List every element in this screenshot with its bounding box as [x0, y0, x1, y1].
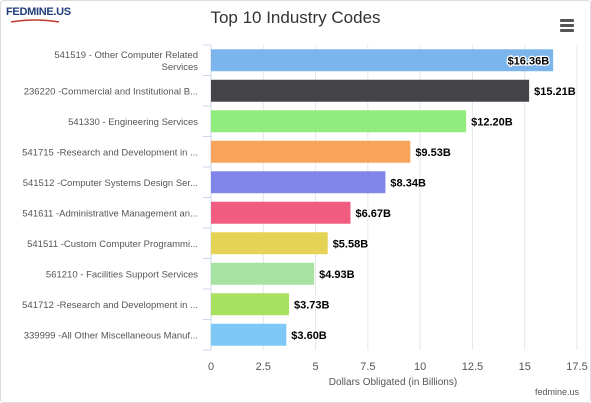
x-tick-label: 17.5 — [566, 361, 587, 373]
hamburger-menu-icon[interactable] — [556, 14, 578, 36]
data-label: $15.21B — [534, 86, 576, 98]
logo-swoosh-icon — [10, 19, 60, 23]
category-label: 541512 -Computer Systems Design Ser... — [23, 178, 198, 189]
bar — [211, 171, 386, 194]
data-label: $3.60B — [291, 330, 327, 342]
x-tick-label: 10 — [414, 361, 426, 373]
data-label: $3.73B — [294, 299, 330, 311]
category-label: 561210 - Facilities Support Services — [46, 269, 198, 280]
credit-text: fedmine.us — [534, 387, 579, 397]
data-label: $6.67B — [355, 208, 391, 220]
bar — [211, 49, 554, 72]
bar — [211, 201, 351, 224]
category-label: 339999 -All Other Miscellaneous Manuf... — [24, 330, 198, 341]
category-label: Services — [162, 62, 199, 73]
data-label: $9.53B — [415, 147, 451, 159]
category-label: 541511 -Custom Computer Programmi... — [27, 239, 198, 250]
x-axis-title: Dollars Obligated (in Billions) — [328, 377, 458, 388]
bar — [211, 110, 467, 133]
category-label: 541611 -Administrative Management an... — [22, 208, 198, 219]
logo-text: FEDMINE.US — [6, 6, 71, 18]
bar — [211, 262, 315, 285]
x-tick-label: 15 — [519, 361, 531, 373]
category-label: 541712 -Research and Development in ... — [22, 300, 198, 311]
bar — [211, 232, 328, 255]
category-label: 541519 - Other Computer Related — [54, 50, 198, 61]
bar — [211, 79, 530, 102]
fedmine-logo: FEDMINE.US — [6, 6, 71, 24]
x-tick-label: 12.5 — [462, 361, 483, 373]
data-label: $4.93B — [319, 269, 355, 281]
category-label: 236220 -Commercial and Institutional B..… — [24, 86, 198, 97]
x-tick-label: 2.5 — [256, 361, 271, 373]
bar — [211, 140, 411, 163]
category-label: 541330 - Engineering Services — [68, 117, 198, 128]
bar — [211, 323, 287, 346]
data-label: $5.58B — [333, 238, 369, 250]
x-tick-label: 0 — [208, 361, 214, 373]
x-tick-label: 7.5 — [360, 361, 375, 373]
x-tick-label: 5 — [313, 361, 319, 373]
bar — [211, 293, 290, 316]
data-label: $16.36B — [508, 55, 550, 67]
category-label: 541715 -Research and Development in ... — [22, 147, 198, 158]
data-label: $12.20B — [471, 116, 513, 128]
data-label: $8.34B — [390, 177, 426, 189]
chart-title: Top 10 Industry Codes — [210, 8, 381, 27]
